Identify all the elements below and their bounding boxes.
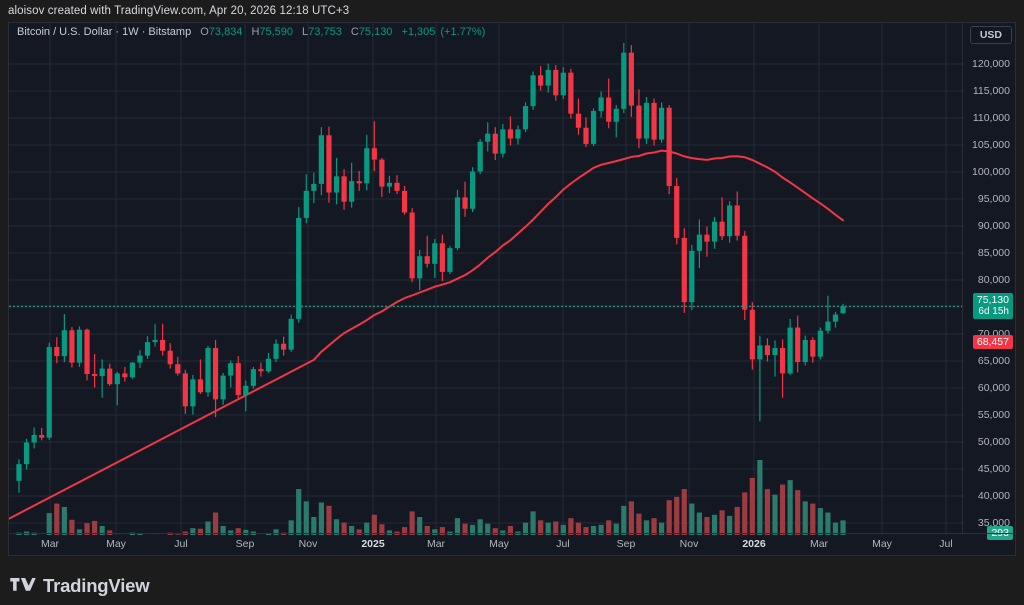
tradingview-mark-icon (10, 577, 36, 591)
time-axis-tick: 2025 (361, 538, 385, 550)
price-axis-tick: 110,000 (972, 112, 1010, 124)
chart-legend[interactable]: Bitcoin / U.S. Dollar · 1W · Bitstamp O7… (9, 23, 485, 41)
price-axis-tick: 45,000 (977, 463, 1010, 475)
price-axis-tick: 40,000 (977, 490, 1010, 502)
legend-open: O73,834 (200, 26, 243, 38)
time-axis-tick: Nov (298, 538, 318, 550)
time-axis-tick: Mar (40, 538, 60, 550)
time-axis-tick: Jul (939, 538, 953, 550)
time-axis-tick: May (489, 538, 509, 550)
legend-low: L73,753 (302, 26, 342, 38)
price-axis-tick: 85,000 (977, 247, 1010, 259)
price-axis-tick: 60,000 (977, 382, 1010, 394)
time-axis-tick: May (872, 538, 892, 550)
time-axis-tick: Sep (235, 538, 255, 550)
legend-close: C75,130 (350, 26, 393, 38)
legend-symbol[interactable]: Bitcoin / U.S. Dollar · 1W · Bitstamp (17, 26, 192, 38)
price-axis-tick: 80,000 (977, 274, 1010, 286)
chart-panel[interactable]: Bitcoin / U.S. Dollar · 1W · Bitstamp O7… (8, 22, 1016, 556)
attribution-text: aloisov created with TradingView.com, Ap… (8, 5, 350, 17)
price-axis-tick: 95,000 (977, 193, 1010, 205)
legend-change-percent: (+1.77%) (440, 26, 486, 38)
price-axis-tick: 50,000 (977, 436, 1010, 448)
time-axis-tick: Mar (809, 538, 829, 550)
time-axis-tick: 2026 (742, 538, 766, 550)
current-price-value: 75,130 (976, 294, 1009, 307)
bar-countdown: 6d 15h (978, 306, 1009, 318)
time-axis[interactable]: Mar May Jul Sep Nov 2025 Mar May Jul Sep Nov 2026 Ma… (9, 533, 1015, 555)
legend-change: +1,305 (401, 26, 436, 38)
price-axis-tick: 120,000 (972, 58, 1010, 70)
chart-canvas (9, 23, 964, 555)
time-axis-tick: Jul (556, 538, 570, 550)
price-axis-tick: 115,000 (972, 85, 1010, 97)
time-axis-tick: Nov (679, 538, 699, 550)
tradingview-logo[interactable]: TradingView (10, 575, 150, 597)
time-axis-tick: Sep (616, 538, 636, 550)
moving-average-price-badge[interactable]: 68,457 (972, 335, 1013, 350)
price-axis-tick: 90,000 (977, 220, 1010, 232)
price-axis-tick: 105,000 (972, 139, 1010, 151)
price-axis-tick: 100,000 (972, 166, 1010, 178)
plot-area[interactable] (9, 23, 964, 555)
legend-high: H75,590 (251, 26, 294, 38)
currency-unit-chip[interactable]: USD (969, 26, 1012, 44)
price-axis[interactable]: 120,000 115,000 110,000 105,000 100,000 95,00… (962, 23, 1015, 540)
price-axis-tick: 65,000 (977, 355, 1010, 367)
tradingview-wordmark: TradingView (43, 575, 150, 596)
current-price-badge[interactable]: 75,130 6d 15h (972, 293, 1013, 320)
time-axis-tick: May (106, 538, 126, 550)
time-axis-tick: Jul (174, 538, 188, 550)
time-axis-tick: Mar (426, 538, 446, 550)
price-axis-tick: 55,000 (977, 409, 1010, 421)
